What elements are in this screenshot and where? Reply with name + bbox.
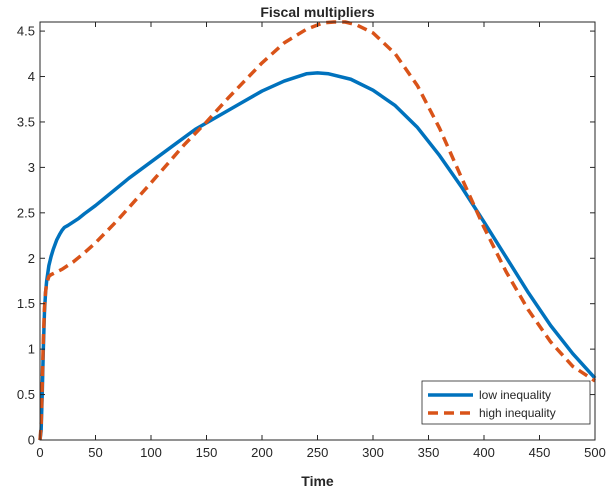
y-tick-label: 0 (28, 433, 35, 448)
legend-label-low-inequality: low inequality (479, 388, 551, 402)
x-axis-label: Time (301, 473, 334, 489)
y-tick-label: 3 (28, 160, 35, 175)
series-line-low-inequality (38, 71, 597, 441)
x-tick-label: 350 (418, 445, 440, 460)
legend-label-high-inequality: high inequality (479, 406, 556, 420)
y-tick-label: 0.5 (17, 387, 35, 402)
x-tick-label: 300 (362, 445, 384, 460)
x-tick-label: 50 (88, 445, 102, 460)
x-tick-label: 400 (473, 445, 495, 460)
legend-box (421, 380, 591, 425)
series-line-high-inequality (38, 20, 596, 441)
y-tick-label: 3.5 (17, 114, 35, 129)
x-tick-label: 0 (36, 445, 43, 460)
x-tick-label: 500 (584, 445, 606, 460)
y-tick-label: 1.5 (17, 296, 35, 311)
x-tick-label: 200 (251, 445, 273, 460)
ticks-layer: 0 50 100 150 200 250 300 350 400 450 500 0 0.5 1 1.5 2 2… (17, 22, 606, 460)
x-tick-label: 450 (529, 445, 551, 460)
y-tick-label: 4 (28, 69, 35, 84)
chart-title: Fiscal multipliers (260, 4, 375, 20)
legend: low inequality high inequality (421, 380, 591, 425)
x-tick-label: 100 (140, 445, 162, 460)
y-tick-label: 4.5 (17, 24, 35, 39)
y-tick-label: 2 (28, 251, 35, 266)
series-layer (38, 20, 597, 441)
x-tick-label: 150 (196, 445, 218, 460)
plot-area (40, 22, 595, 440)
x-tick-label: 250 (307, 445, 329, 460)
y-tick-label: 1 (28, 342, 35, 357)
y-tick-label: 2.5 (17, 205, 35, 220)
